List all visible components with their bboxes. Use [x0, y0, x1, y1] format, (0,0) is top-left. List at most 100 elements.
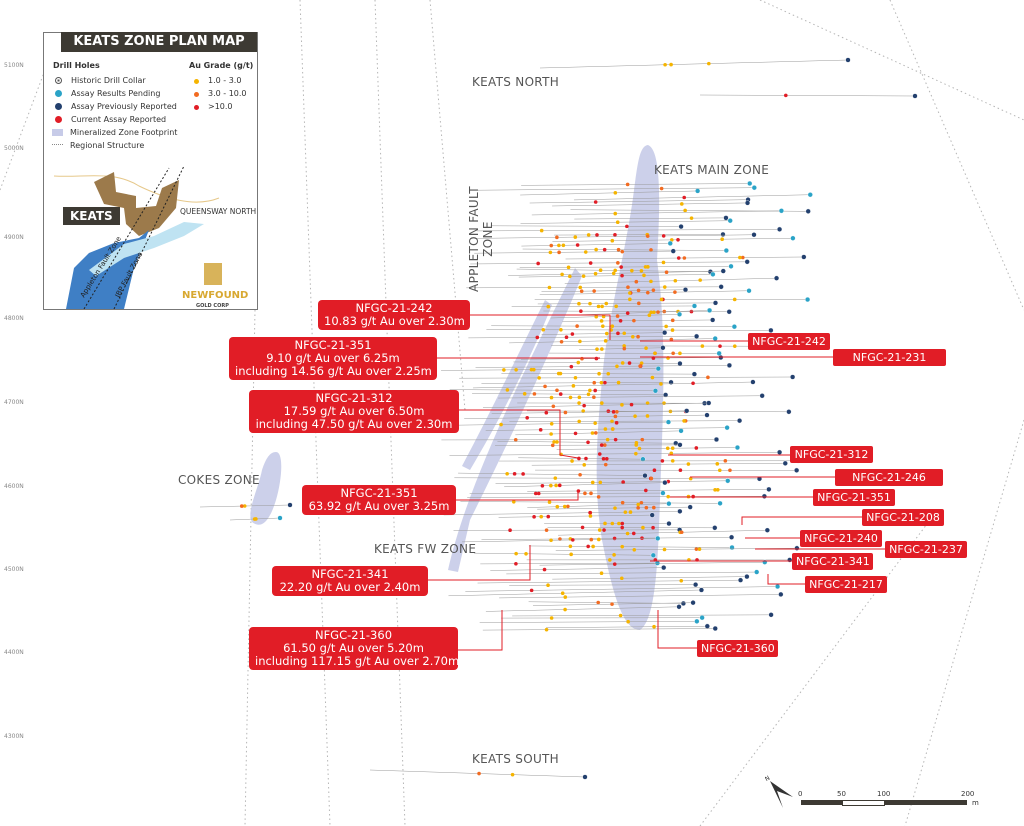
callout-assay: 10.83 g/t Au over 2.30m: [324, 314, 465, 328]
assay-intercept: [611, 271, 616, 276]
assay-intercept: [569, 552, 573, 557]
assay-intercept: [550, 443, 555, 448]
assay-intercept: [522, 392, 527, 396]
drill-collar: [698, 587, 705, 593]
drill-collar: [693, 582, 699, 588]
drill-hole-trace: [468, 336, 697, 339]
assay-intercept: [669, 62, 673, 67]
drill-hole-trace: [521, 243, 671, 247]
assay-intercept: [715, 487, 720, 492]
callout-assay-including: including 47.50 g/t Au over 2.30m: [255, 417, 453, 431]
assay-intercept: [578, 339, 582, 344]
assay-intercept: [544, 410, 549, 415]
assay-intercept: [670, 318, 675, 323]
assay-intercept: [594, 314, 599, 319]
drill-collar: [655, 535, 661, 541]
assay-intercept: [639, 361, 644, 365]
callout-nfgc-21-242: NFGC-21-242 10.83 g/t Au over 2.30m: [318, 300, 470, 330]
drill-collar: [666, 520, 672, 527]
assay-intercept: [634, 443, 639, 447]
drill-collar: [660, 490, 666, 496]
newfound-logo-mark: [204, 263, 222, 285]
assay-intercept: [599, 443, 604, 447]
assay-intercept: [700, 344, 705, 348]
assay-intercept: [662, 401, 666, 405]
drill-hole-trace: [458, 472, 645, 476]
assay-intercept: [638, 364, 642, 368]
drill-collar: [768, 327, 774, 333]
assay-intercept: [633, 414, 637, 418]
assay-intercept: [594, 247, 598, 252]
drill-hole-trace: [474, 250, 674, 254]
assay-intercept: [694, 446, 699, 450]
drill-hole-trace: [531, 210, 782, 216]
assay-intercept: [577, 456, 581, 461]
assay-intercept: [521, 472, 525, 476]
callout-assay: 61.50 g/t Au over 5.20m: [283, 641, 424, 655]
assay-intercept: [581, 274, 586, 278]
drill-collar: [277, 515, 283, 521]
assay-intercept: [564, 335, 569, 340]
assay-intercept: [616, 331, 620, 336]
dotted-line-icon: [52, 144, 63, 145]
dot-icon: [194, 105, 199, 110]
assay-intercept: [662, 285, 667, 289]
assay-intercept: [577, 401, 581, 405]
scale-tick: 0: [798, 790, 803, 798]
scale-tick: 200: [961, 790, 975, 798]
assay-intercept: [595, 347, 599, 351]
assay-intercept: [557, 243, 561, 248]
assay-intercept: [577, 419, 581, 424]
drill-hole-trace: [459, 376, 793, 379]
drill-collar: [912, 93, 918, 99]
assay-intercept: [546, 304, 551, 309]
callout-assay: 17.59 g/t Au over 6.50m: [283, 404, 425, 418]
drill-collar: [725, 478, 731, 484]
assay-intercept: [620, 361, 625, 365]
assay-intercept: [620, 521, 625, 526]
assay-intercept: [602, 247, 607, 252]
assay-intercept: [549, 395, 554, 400]
assay-intercept: [559, 339, 564, 344]
assay-intercept: [698, 278, 702, 282]
assay-intercept: [679, 579, 684, 583]
assay-intercept: [630, 334, 635, 339]
assay-intercept: [563, 410, 568, 415]
drill-collar: [807, 192, 813, 198]
assay-intercept: [732, 344, 737, 348]
drill-hole-trace: [562, 319, 713, 322]
dot-icon: [55, 103, 62, 110]
drill-hole-trace: [520, 190, 698, 196]
northing-label: 4900N: [4, 234, 24, 241]
assay-intercept: [644, 346, 648, 350]
drill-hole-trace: [490, 567, 664, 571]
assay-intercept: [546, 514, 551, 519]
assay-intercept: [625, 224, 629, 229]
legend-grade-low: 1.0 - 3.0: [194, 76, 241, 85]
assay-intercept: [644, 488, 648, 493]
drill-collar: [642, 473, 648, 479]
assay-intercept: [645, 414, 650, 418]
hole-tag-nfgc-21-360: NFGC-21-360: [697, 640, 778, 657]
assay-intercept: [557, 483, 562, 488]
assay-intercept: [616, 380, 621, 385]
drill-collar: [737, 577, 744, 583]
drill-hole-trace: [494, 444, 680, 446]
drill-hole-trace: [475, 234, 755, 239]
assay-intercept: [590, 480, 595, 485]
mineralized-zone-footprints: [250, 145, 664, 630]
assay-intercept: [619, 576, 624, 581]
assay-intercept: [669, 451, 674, 456]
assay-intercept: [536, 261, 540, 266]
drill-collar: [713, 436, 720, 443]
assay-intercept: [600, 347, 604, 351]
drill-hole-trace: [519, 266, 732, 268]
dot-icon: [194, 79, 199, 84]
assay-intercept: [583, 250, 588, 254]
assay-intercept: [604, 331, 609, 336]
drill-hole-trace: [541, 332, 665, 335]
assay-intercept: [569, 364, 574, 369]
legend-panel: KEATS ZONE PLAN MAP Drill Holes Historic…: [43, 32, 258, 310]
assay-intercept: [600, 304, 604, 309]
assay-intercept: [640, 536, 644, 540]
